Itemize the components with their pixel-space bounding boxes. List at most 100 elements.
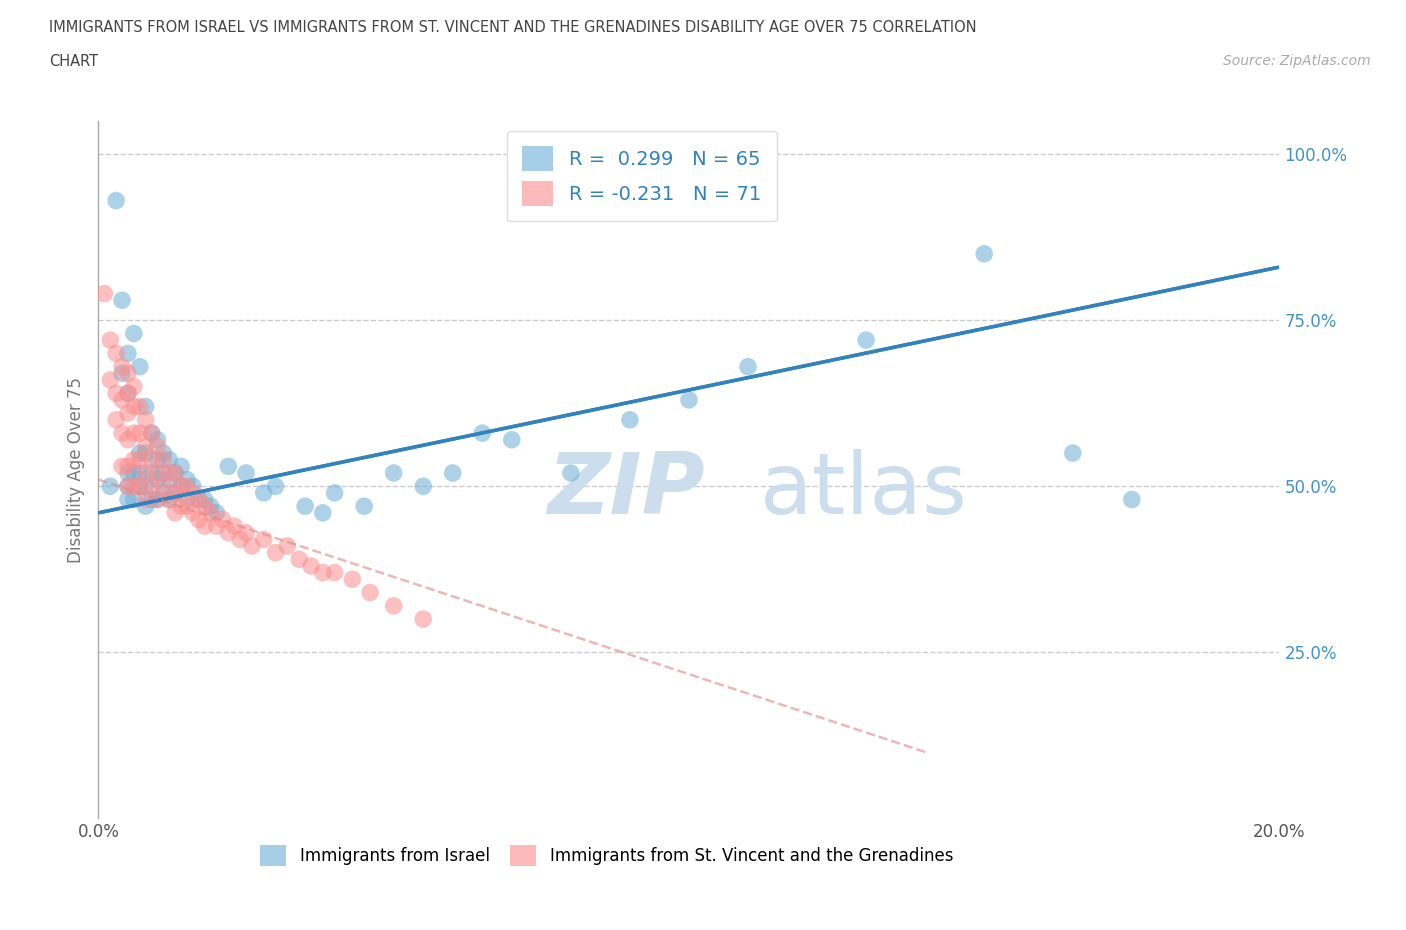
Point (211, 512, 233, 527)
Point (176, 498, 198, 513)
Point (128, 466, 150, 481)
Point (98, 333, 121, 348)
Text: ZIP: ZIP (547, 449, 704, 532)
Point (176, 479, 198, 494)
Point (235, 466, 257, 481)
Point (122, 399, 145, 414)
Point (128, 359, 150, 374)
Point (117, 479, 139, 494)
Point (157, 472, 180, 487)
Point (205, 519, 228, 534)
Text: IMMIGRANTS FROM ISRAEL VS IMMIGRANTS FROM ST. VINCENT AND THE GRENADINES DISABIL: IMMIGRANTS FROM ISRAEL VS IMMIGRANTS FRO… (49, 20, 977, 35)
Point (105, 412, 128, 427)
Point (117, 386, 139, 401)
Point (323, 565, 346, 580)
Point (105, 346, 128, 361)
Point (117, 365, 139, 380)
Point (117, 466, 139, 481)
Point (176, 472, 198, 487)
Point (128, 479, 150, 494)
Y-axis label: Disability Age Over 75: Disability Age Over 75 (66, 377, 84, 563)
Point (187, 492, 209, 507)
Point (146, 466, 169, 481)
Point (471, 426, 494, 441)
Legend: Immigrants from Israel, Immigrants from St. Vincent and the Grenadines: Immigrants from Israel, Immigrants from … (253, 838, 960, 873)
Point (312, 505, 335, 520)
Point (253, 485, 276, 500)
Point (200, 498, 222, 513)
Point (111, 392, 134, 407)
Point (152, 452, 174, 467)
Point (128, 452, 150, 467)
Point (146, 452, 169, 467)
Point (217, 525, 239, 540)
Point (141, 466, 163, 481)
Point (135, 399, 157, 414)
Point (412, 479, 434, 494)
Point (353, 498, 375, 513)
Text: atlas: atlas (759, 449, 967, 532)
Point (98, 373, 121, 388)
Point (157, 492, 180, 507)
Point (141, 452, 163, 467)
Point (128, 399, 150, 414)
Point (135, 445, 157, 460)
Point (157, 466, 180, 481)
Point (146, 432, 169, 447)
Point (98, 479, 121, 494)
Point (165, 466, 187, 481)
Point (93, 286, 115, 301)
Point (973, 246, 995, 261)
Point (122, 492, 145, 507)
Point (560, 466, 582, 481)
Point (855, 333, 877, 348)
Point (200, 505, 222, 520)
Point (205, 505, 228, 520)
Point (224, 519, 246, 534)
Point (323, 485, 346, 500)
Point (135, 498, 157, 513)
Point (312, 565, 335, 580)
Point (117, 432, 139, 447)
Point (294, 498, 316, 513)
Point (187, 492, 209, 507)
Point (176, 492, 198, 507)
Point (342, 572, 364, 587)
Point (165, 466, 187, 481)
Point (146, 472, 169, 487)
Point (165, 485, 187, 500)
Point (229, 532, 252, 547)
Point (122, 479, 145, 494)
Point (128, 426, 150, 441)
Text: CHART: CHART (49, 54, 98, 69)
Point (111, 293, 134, 308)
Point (122, 326, 145, 341)
Point (146, 439, 169, 454)
Point (181, 505, 204, 520)
Point (619, 412, 641, 427)
Point (264, 545, 287, 560)
Point (141, 426, 163, 441)
Point (105, 193, 128, 208)
Point (240, 538, 263, 553)
Point (111, 426, 134, 441)
Point (128, 479, 150, 494)
Text: Source: ZipAtlas.com: Source: ZipAtlas.com (1223, 54, 1371, 68)
Point (382, 598, 405, 613)
Point (194, 519, 217, 534)
Point (152, 445, 174, 460)
Point (117, 346, 139, 361)
Point (135, 479, 157, 494)
Point (299, 559, 322, 574)
Point (170, 479, 193, 494)
Point (157, 492, 180, 507)
Point (117, 458, 139, 473)
Point (737, 359, 759, 374)
Point (157, 452, 180, 467)
Point (135, 466, 157, 481)
Point (122, 466, 145, 481)
Point (122, 426, 145, 441)
Point (141, 426, 163, 441)
Point (111, 365, 134, 380)
Point (135, 412, 157, 427)
